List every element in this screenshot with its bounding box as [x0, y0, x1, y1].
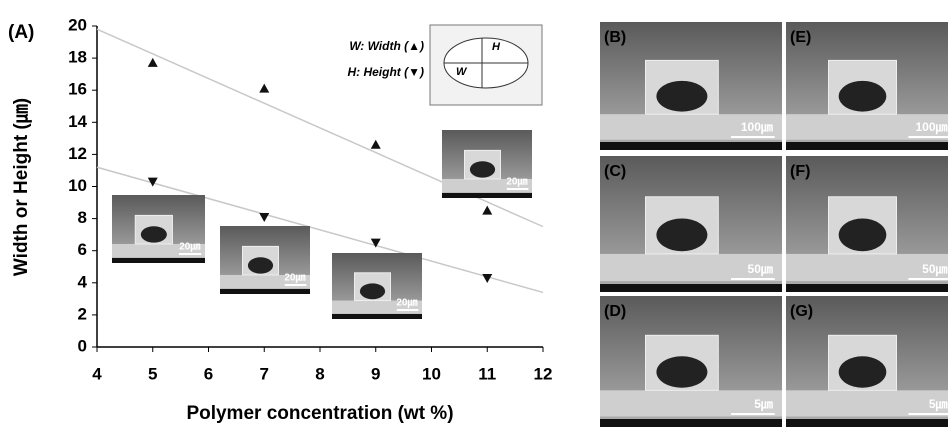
- scale-label: 50㎛: [922, 262, 947, 276]
- y-tick-label: 6: [78, 240, 87, 259]
- channel: [839, 356, 887, 387]
- scale-label: 5㎛: [929, 397, 948, 411]
- data-point: [371, 140, 381, 149]
- info-bar: [786, 284, 948, 292]
- scale-label: 100㎛: [915, 120, 947, 134]
- figure: (A) Polymer concentration (wt %) Width o…: [0, 0, 948, 429]
- scale-label: 20㎛: [179, 242, 200, 253]
- scale-label: 20㎛: [396, 298, 417, 309]
- x-tick-label: 10: [422, 364, 441, 383]
- x-tick-label: 11: [478, 364, 496, 383]
- x-tick-label: 8: [315, 364, 324, 383]
- info-bar: [332, 314, 422, 319]
- panel-label: (D): [604, 303, 626, 320]
- diagram-label: H: [492, 41, 501, 53]
- scale-label: 100㎛: [741, 120, 773, 134]
- data-point: [259, 213, 269, 222]
- panel-label: (B): [604, 29, 626, 46]
- panel-label: (A): [8, 22, 34, 43]
- info-bar: [600, 284, 782, 292]
- substrate: [786, 390, 948, 416]
- x-tick-label: 4: [92, 364, 102, 383]
- y-tick-label: 20: [68, 15, 87, 34]
- scale-label: 20㎛: [284, 273, 305, 284]
- info-bar: [600, 419, 782, 427]
- y-tick-label: 0: [78, 336, 87, 355]
- channel: [839, 81, 887, 112]
- info-bar: [600, 142, 782, 150]
- info-bar: [442, 193, 532, 198]
- channel: [656, 356, 707, 387]
- y-tick-label: 16: [68, 80, 87, 99]
- scale-label: 20㎛: [506, 177, 527, 188]
- diagram: H W: [430, 25, 542, 105]
- data-point: [148, 58, 158, 67]
- channel: [248, 257, 273, 273]
- data-point: [482, 206, 492, 215]
- y-tick-label: 4: [78, 272, 88, 291]
- x-tick-label: 5: [148, 364, 157, 383]
- channel: [656, 81, 707, 112]
- y-tick-label: 10: [68, 176, 87, 195]
- channel: [839, 219, 887, 252]
- scale-label: 50㎛: [748, 262, 773, 276]
- diagram-label: W: [456, 66, 468, 78]
- y-tick-label: 2: [78, 304, 87, 323]
- x-tick-label: 6: [204, 364, 213, 383]
- panel-label: (E): [790, 29, 811, 46]
- x-tick-label: 12: [534, 364, 553, 383]
- y-axis-label: Width or Height (㎛): [11, 98, 32, 276]
- x-axis-label: Polymer concentration (wt %): [186, 403, 453, 424]
- info-bar: [786, 419, 948, 427]
- data-point: [259, 84, 269, 93]
- scale-label: 5㎛: [754, 397, 773, 411]
- panel-label: (F): [790, 163, 810, 180]
- y-tick-label: 8: [78, 208, 87, 227]
- channel: [360, 283, 385, 299]
- panel-label: (C): [604, 163, 626, 180]
- x-tick-label: 7: [260, 364, 269, 383]
- channel: [656, 219, 707, 252]
- info-bar: [220, 289, 310, 294]
- info-bar: [112, 258, 205, 263]
- x-tick-label: 9: [371, 364, 380, 383]
- y-tick-label: 12: [68, 144, 87, 163]
- legend-entry: H: Height (▼): [347, 65, 424, 79]
- channel: [141, 226, 167, 242]
- panel-label: (G): [790, 303, 813, 320]
- y-tick-label: 14: [68, 112, 87, 131]
- y-tick-label: 18: [68, 48, 87, 67]
- channel: [470, 161, 495, 177]
- legend-entry: W: Width (▲): [349, 39, 424, 53]
- info-bar: [786, 142, 948, 150]
